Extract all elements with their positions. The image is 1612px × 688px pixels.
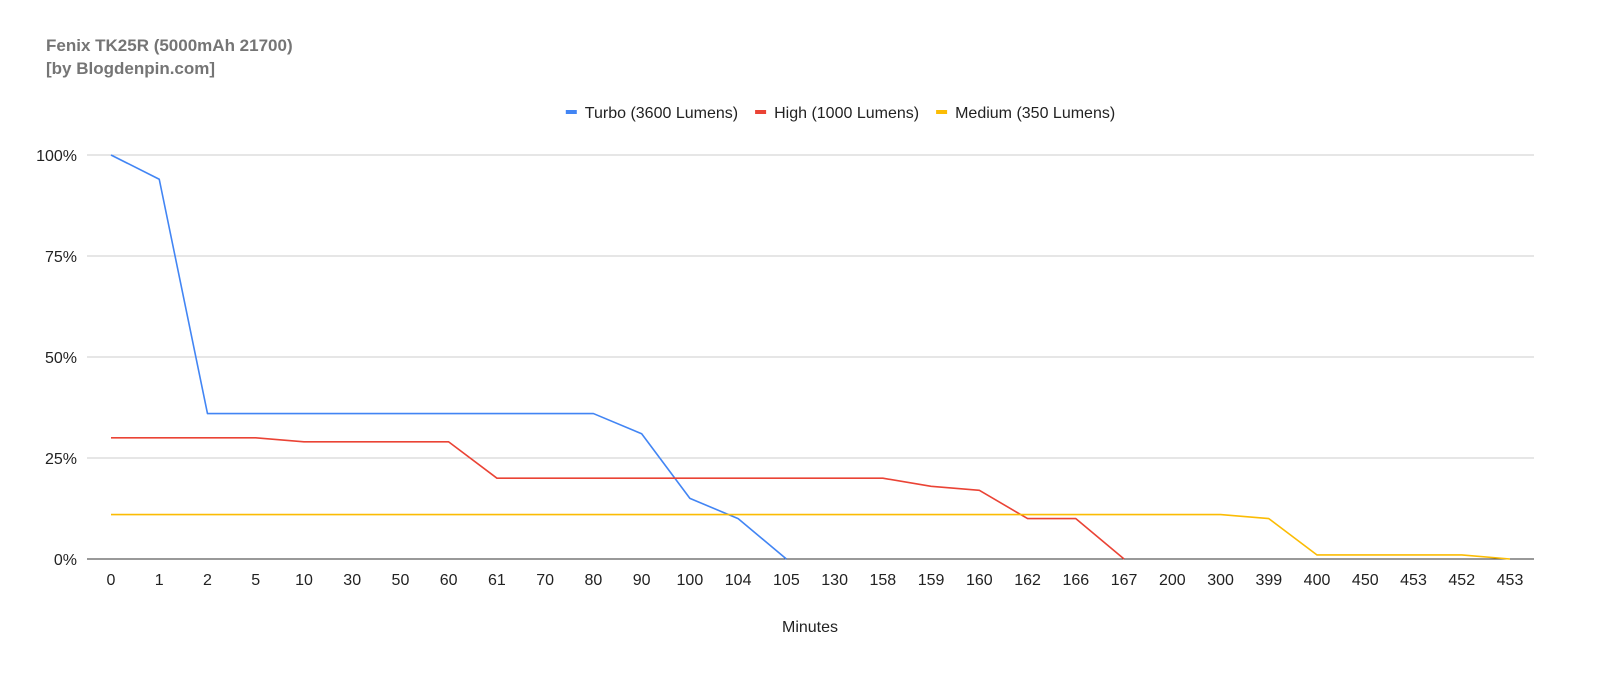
x-tick-label: 130 xyxy=(821,572,848,589)
x-tick-label: 160 xyxy=(966,572,993,589)
x-tick-label: 2 xyxy=(203,572,212,589)
x-tick-label: 105 xyxy=(773,572,800,589)
x-tick-label: 10 xyxy=(295,572,313,589)
y-tick-label: 50% xyxy=(45,350,77,367)
x-tick-label: 50 xyxy=(392,572,410,589)
legend-item: Turbo (3600 Lumens) xyxy=(565,105,738,122)
x-tick-label: 400 xyxy=(1304,572,1331,589)
x-tick-label: 100 xyxy=(677,572,704,589)
legend-swatch xyxy=(565,110,577,114)
x-tick-label: 5 xyxy=(251,572,260,589)
legend-label: High (1000 Lumens) xyxy=(774,105,919,122)
legend-label: Medium (350 Lumens) xyxy=(955,105,1115,122)
series-line xyxy=(111,513,1511,560)
legend-item: Medium (350 Lumens) xyxy=(936,105,1115,122)
legend-swatch xyxy=(755,110,767,114)
x-tick-label: 167 xyxy=(1111,572,1138,589)
x-tick-label: 70 xyxy=(536,572,554,589)
x-tick-label: 158 xyxy=(870,572,897,589)
x-tick-label: 0 xyxy=(107,572,116,589)
x-tick-label: 453 xyxy=(1497,572,1524,589)
series-lines xyxy=(110,154,1511,560)
y-axis-ticks: 0% 25% 50% 75% 100% xyxy=(36,148,77,569)
x-tick-label: 300 xyxy=(1207,572,1234,589)
x-tick-label: 104 xyxy=(725,572,752,589)
x-tick-label: 60 xyxy=(440,572,458,589)
x-tick-label: 399 xyxy=(1255,572,1282,589)
y-tick-label: 25% xyxy=(45,451,77,468)
x-tick-label: 452 xyxy=(1448,572,1475,589)
chart-title-block: Fenix TK25R (5000mAh 21700) [by Blogdenp… xyxy=(46,34,293,80)
x-tick-label: 1 xyxy=(155,572,164,589)
x-tick-label: 450 xyxy=(1352,572,1379,589)
x-tick-label: 200 xyxy=(1159,572,1186,589)
legend-item: High (1000 Lumens) xyxy=(755,105,919,122)
series-line xyxy=(111,436,1125,560)
chart-subtitle: [by Blogdenpin.com] xyxy=(46,59,216,78)
x-tick-label: 61 xyxy=(488,572,506,589)
y-tick-label: 0% xyxy=(54,552,77,569)
x-axis-ticks: 0 1 2 5 10 30 50 60 61 70 80 90 100 104 105 130 158 159 16… xyxy=(107,572,1524,589)
x-tick-label: 90 xyxy=(633,572,651,589)
x-tick-label: 30 xyxy=(343,572,361,589)
x-tick-label: 162 xyxy=(1014,572,1041,589)
y-tick-label: 100% xyxy=(36,148,77,165)
legend: Turbo (3600 Lumens) High (1000 Lumens) Med… xyxy=(565,105,1115,122)
legend-swatch xyxy=(936,110,948,114)
series-line xyxy=(110,154,787,560)
gridlines xyxy=(87,154,1534,560)
x-tick-label: 80 xyxy=(585,572,603,589)
legend-label: Turbo (3600 Lumens) xyxy=(585,105,738,122)
x-tick-label: 453 xyxy=(1400,572,1427,589)
x-axis-title: Minutes xyxy=(782,619,838,636)
x-tick-label: 159 xyxy=(918,572,945,589)
x-tick-label: 166 xyxy=(1062,572,1089,589)
y-tick-label: 75% xyxy=(45,249,77,266)
chart-title: Fenix TK25R (5000mAh 21700) xyxy=(46,36,293,55)
